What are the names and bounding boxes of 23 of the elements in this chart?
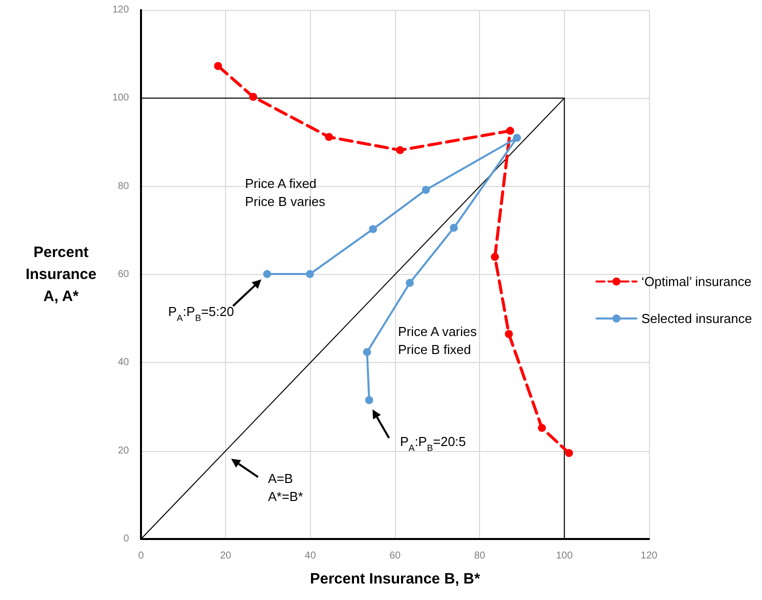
y-tick-label: 60 [118, 269, 130, 280]
x-tick-label: 20 [220, 550, 232, 562]
annotation: P$_{A}$:P$_{B}$=20:5 [400, 434, 466, 453]
legend-label: ‘Optimal’ insurance [641, 274, 752, 289]
x-tick-label: 60 [389, 550, 401, 562]
annotation: A=B A*=B* [268, 471, 304, 504]
y-tick-label: 40 [118, 357, 130, 368]
y-axis-title: Percent Insurance A, A* [26, 244, 96, 305]
annotation: P$_{A}$:P$_{B}$=5:20 [168, 304, 234, 323]
legend-label: Selected insurance [641, 311, 752, 326]
x-tick-label: 40 [304, 550, 316, 562]
y-tick-label: 20 [118, 445, 130, 456]
x-tick-label: 0 [138, 550, 144, 562]
x-tick-label: 100 [556, 550, 574, 562]
y-tick-label: 100 [112, 92, 130, 104]
y-tick-label: 120 [112, 4, 130, 16]
y-tick-label: 80 [118, 180, 130, 192]
x-axis-title: Percent Insurance B, B* [310, 570, 480, 588]
annotation: Price A varies Price B fixed [398, 324, 478, 357]
x-tick-label: 80 [474, 550, 486, 562]
y-tick-label: 0 [123, 534, 130, 544]
x-tick-label: 120 [640, 550, 658, 562]
annotation: Price A fixed Price B varies [245, 176, 326, 209]
